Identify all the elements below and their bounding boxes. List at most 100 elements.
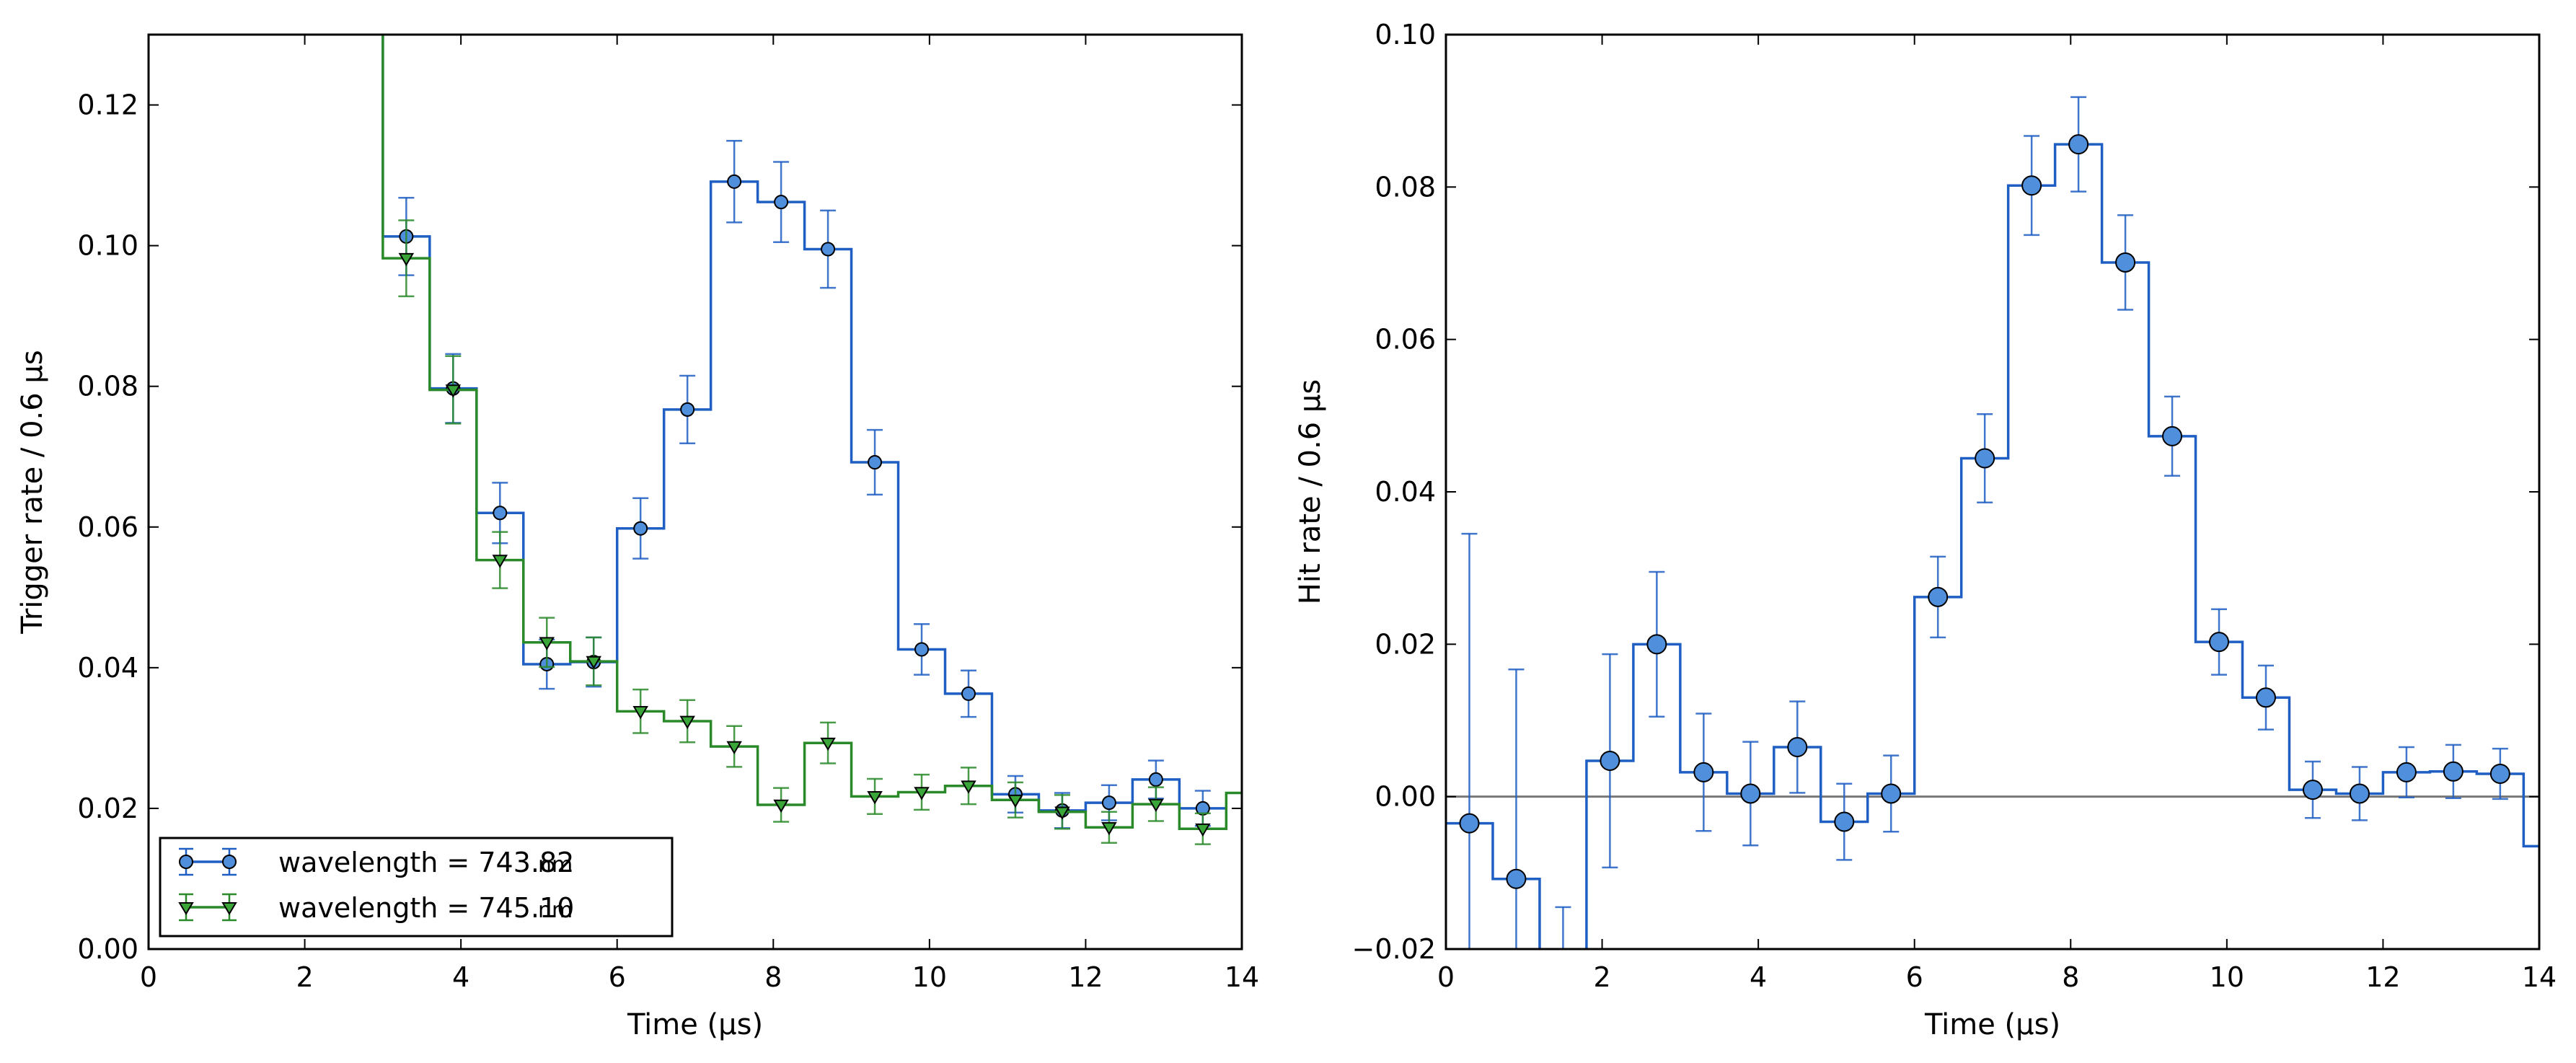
- trigger-rate-series-1-point: [726, 741, 742, 755]
- hit-rate-y-tick-label: −0.02: [1352, 933, 1436, 965]
- hit-rate-x-tick-label: 4: [1750, 961, 1767, 993]
- trigger-rate-axes-frame: [147, 33, 1243, 950]
- hit-rate-series-0-point: [2162, 425, 2183, 446]
- trigger-rate-series-0-step-line: [381, 35, 1227, 812]
- trigger-rate-y-axis-label: Trigger rate / 0.6 µs: [16, 350, 49, 634]
- trigger-rate-series-1-point: [820, 737, 836, 751]
- hit-rate-series-0-point: [2349, 783, 2370, 804]
- trigger-rate-series-0-point: [633, 521, 648, 536]
- hit-rate-x-tick-label: 10: [2210, 961, 2244, 993]
- hit-rate-x-tick-label: 6: [1906, 961, 1923, 993]
- trigger-rate-series-0-point: [914, 642, 930, 657]
- hit-rate-series-0-point: [2489, 763, 2510, 784]
- trigger-rate-x-tick-label: 4: [452, 961, 469, 993]
- hit-rate-x-tick-label: 8: [2062, 961, 2079, 993]
- trigger-rate-series-1-point: [1101, 821, 1117, 836]
- hit-rate-series-0-point: [1693, 762, 1714, 782]
- hit-rate-series-0-point: [1881, 783, 1902, 804]
- trigger-rate-series-1-point: [1007, 794, 1023, 808]
- trigger-rate-y-tick-label: 0.06: [77, 511, 138, 543]
- hit-rate-x-tick-label: 2: [1593, 961, 1610, 993]
- legend: wavelength = 743.82 nm wavelength = 745.…: [159, 837, 674, 938]
- hit-rate-y-tick-label: 0.06: [1375, 324, 1436, 356]
- hit-rate-y-tick-label: 0.00: [1375, 781, 1436, 813]
- legend-marker: [221, 902, 237, 915]
- legend-unit-743: nm: [538, 852, 573, 878]
- trigger-rate-series-0-point: [868, 455, 883, 470]
- trigger-rate-x-axis-label: Time (µs): [627, 1008, 763, 1041]
- trigger-rate-y-tick-label: 0.12: [77, 89, 138, 121]
- hit-rate-series-0-point: [2115, 252, 2136, 273]
- hit-rate-y-tick-label: 0.04: [1375, 476, 1436, 508]
- legend-label-743: wavelength = 743.82: [278, 847, 574, 878]
- trigger-rate-x-tick-label: 0: [140, 961, 157, 993]
- hit-rate-series-0-point: [1787, 736, 1808, 757]
- trigger-rate-series-1-point: [586, 656, 601, 670]
- trigger-rate-series-0-point: [727, 174, 742, 189]
- hit-rate-series-0-point: [2302, 780, 2323, 800]
- trigger-rate-y-tick-label: 0.08: [77, 371, 138, 402]
- trigger-rate-ticks: 0 2 4 6 8 10 12 14 0.00 0.02 0.04 0.06 0.08 0.10 0.12: [77, 35, 1259, 993]
- hit-rate-series-0-point: [2396, 762, 2417, 782]
- trigger-rate-series-0-point: [1148, 772, 1163, 787]
- hit-rate-y-axis-label: Hit rate / 0.6 µs: [1294, 379, 1327, 604]
- trigger-rate-y-tick-label: 0.02: [77, 793, 138, 824]
- trigger-rate-series-0-point: [774, 195, 789, 210]
- trigger-rate-series-1-point: [1148, 798, 1164, 813]
- hit-rate-y-tick-label: 0.02: [1375, 628, 1436, 660]
- trigger-rate-series-1-step-line: [381, 35, 1242, 830]
- trigger-rate-x-tick-label: 6: [609, 961, 626, 993]
- trigger-rate-series-1-point: [539, 637, 555, 650]
- hit-rate-series-0-point: [1600, 751, 1620, 772]
- legend-marker: [179, 855, 193, 869]
- hit-rate-x-tick-label: 14: [2522, 961, 2557, 993]
- legend-unit-745: nm: [538, 898, 573, 923]
- trigger-rate-series-1-point: [773, 799, 789, 813]
- trigger-rate-series-1-point: [1054, 806, 1070, 820]
- trigger-rate-series-1-point: [679, 715, 695, 729]
- trigger-rate-chart: 0 2 4 6 8 10 12 140.000.020.040.060.080.100.12 …: [16, 33, 1259, 1041]
- trigger-rate-series-1-point: [1195, 823, 1211, 837]
- trigger-rate-series-0-point: [961, 686, 976, 701]
- hit-rate-y-tick-label: 0.08: [1375, 171, 1436, 203]
- trigger-rate-x-tick-label: 2: [296, 961, 313, 993]
- hit-rate-x-tick-label: 0: [1437, 961, 1455, 993]
- hit-rate-series-0-point: [2209, 632, 2230, 653]
- trigger-rate-series-1-point: [914, 787, 930, 800]
- hit-rate-series-0-point: [1928, 586, 1949, 607]
- hit-rate-x-tick-label: 12: [2365, 961, 2400, 993]
- legend-marker: [222, 855, 237, 869]
- trigger-rate-series-0-point: [680, 402, 695, 417]
- legend-label-745: wavelength = 745.10: [278, 892, 574, 924]
- hit-rate-series-0-point: [2021, 175, 2042, 196]
- legend-box: [159, 837, 674, 938]
- trigger-rate-series-0-point: [1101, 795, 1116, 811]
- hit-rate-series-0-point: [1506, 868, 1527, 889]
- hit-rate-y-tick-label: 0.10: [1375, 19, 1436, 50]
- legend-entry-745: wavelength = 745.10 nm: [178, 892, 574, 924]
- trigger-rate-series-1-point: [398, 252, 415, 267]
- hit-rate-series-0-point: [2068, 134, 2089, 155]
- hit-rate-series-0-point: [2443, 761, 2463, 782]
- trigger-rate-plot-area: [381, 35, 1242, 845]
- trigger-rate-x-tick-label: 14: [1225, 961, 1259, 993]
- hit-rate-series-0-point: [1834, 811, 1855, 832]
- trigger-rate-y-tick-label: 0.00: [77, 933, 138, 965]
- hit-rate-plot-area: [1446, 96, 2539, 949]
- trigger-rate-x-tick-label: 12: [1068, 961, 1103, 993]
- trigger-rate-y-tick-label: 0.10: [77, 230, 138, 262]
- trigger-rate-series-1-point: [492, 555, 508, 568]
- trigger-rate-series-0-point: [493, 506, 508, 521]
- hit-rate-ticks: 0 2 4 6 8 10 12 14 −0.02 0.00 0.02 0.04 0.06 0.08 0.10: [1352, 19, 2557, 993]
- legend-marker: [178, 902, 194, 915]
- hit-rate-chart: 0 2 4 6 8 10 12 14 −0.02 0.00 0.02 0.04 0.06 0.08 0.10…: [1294, 19, 2557, 1041]
- trigger-rate-series-1-point: [632, 706, 648, 720]
- hit-rate-series-0-point: [1975, 448, 1995, 469]
- trigger-rate-series-1-point: [867, 791, 883, 805]
- trigger-rate-y-tick-label: 0.04: [77, 652, 138, 684]
- trigger-rate-x-tick-label: 8: [764, 961, 782, 993]
- trigger-rate-series-1-point: [961, 780, 976, 794]
- hit-rate-series-0-point: [1459, 813, 1480, 834]
- hit-rate-series-0-point: [2256, 687, 2276, 708]
